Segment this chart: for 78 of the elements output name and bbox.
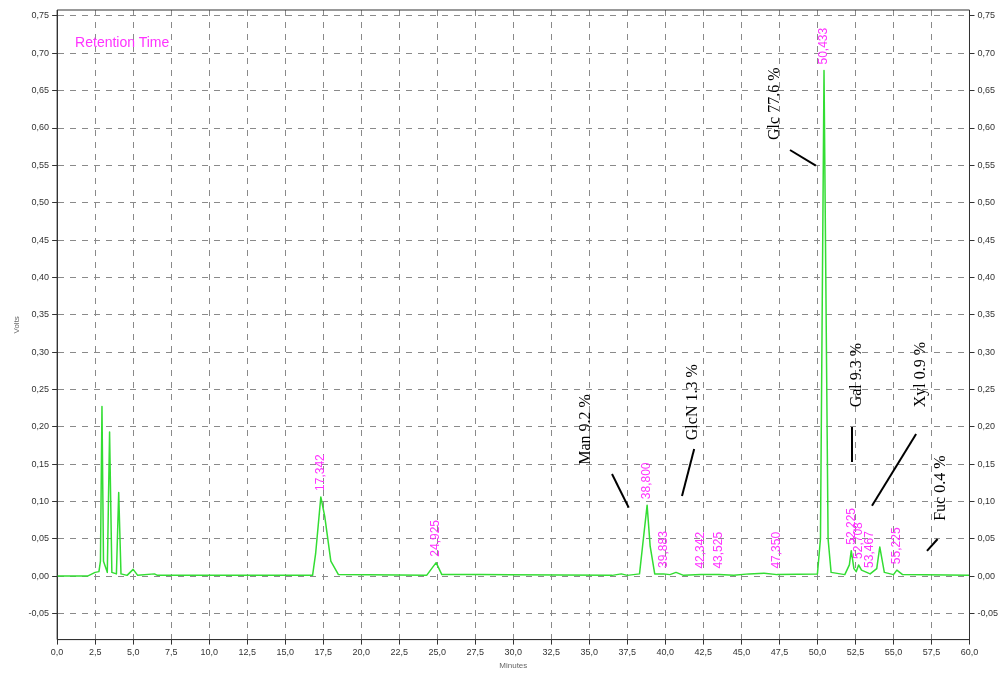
y2-tick-label: 0,45 — [977, 234, 996, 245]
y-tick-label: 0,45 — [31, 234, 50, 245]
y-axis-title: Volts — [12, 316, 21, 334]
y2-tick-label: 0,25 — [977, 383, 996, 394]
y2-tick-label: 0,10 — [977, 495, 996, 506]
x-tick-label: 37,5 — [618, 647, 637, 658]
annotation: 39,883 — [655, 530, 670, 568]
y2-tick-label: 0,65 — [977, 85, 996, 96]
y-tick-label: 0,10 — [31, 495, 50, 506]
x-tick-label: 22,5 — [390, 647, 409, 658]
annotation: 55,225 — [889, 527, 904, 565]
annotation: 50,433 — [816, 27, 831, 65]
y2-tick-label: 0,55 — [977, 159, 996, 170]
y2-tick-label: 0,60 — [977, 122, 996, 133]
y2-tick-label: 0,75 — [977, 10, 996, 21]
annotation: Retention Time — [75, 33, 170, 50]
x-tick-label: 42,5 — [694, 647, 713, 658]
x-tick-label: 25,0 — [428, 647, 447, 658]
y-tick-label: 0,00 — [31, 570, 50, 581]
y-tick-label: 0,60 — [31, 122, 50, 133]
x-tick-label: 40,0 — [656, 647, 675, 658]
annotation: Xyl 0.9 % — [911, 342, 930, 408]
y2-tick-label: -0,05 — [977, 607, 998, 618]
annotation: GlcN 1.3 % — [682, 364, 700, 441]
annotation: 17,342 — [313, 453, 328, 491]
y2-tick-label: 0,05 — [977, 533, 996, 544]
y2-tick-label: 0,30 — [977, 346, 996, 357]
annotation: Fuc 0.4 % — [930, 455, 948, 521]
x-tick-label: 15,0 — [276, 647, 294, 658]
x-tick-label: 60,0 — [960, 647, 979, 658]
x-tick-label: 30,0 — [504, 647, 523, 658]
y-tick-label: 0,55 — [31, 159, 50, 170]
y2-tick-label: 0,40 — [977, 271, 996, 282]
x-tick-label: 17,5 — [314, 647, 332, 658]
x-tick-label: 20,0 — [352, 647, 370, 658]
annotation: 38,800 — [639, 462, 654, 500]
x-tick-label: 35,0 — [580, 647, 599, 658]
y-tick-label: 0,35 — [31, 309, 50, 320]
x-tick-label: 55,0 — [884, 647, 903, 658]
x-tick-label: 5,0 — [126, 647, 140, 658]
x-tick-label: 7,5 — [164, 647, 178, 658]
x-tick-label: 52,5 — [846, 647, 865, 658]
y2-tick-label: 0,20 — [977, 421, 996, 432]
x-tick-label: 32,5 — [542, 647, 561, 658]
x-tick-label: 57,5 — [922, 647, 941, 658]
x-tick-label: 0,0 — [50, 647, 64, 658]
x-tick-label: 45,0 — [732, 647, 751, 658]
annotation: Gal 9.3 % — [847, 342, 865, 408]
annotation: 43,525 — [711, 531, 726, 569]
y-tick-label: 0,50 — [31, 197, 50, 208]
y2-tick-label: 0,00 — [977, 570, 996, 581]
y-tick-label: -0,05 — [28, 607, 50, 618]
x-tick-label: 47,5 — [770, 647, 789, 658]
y2-tick-label: 0,35 — [977, 309, 996, 320]
x-tick-label: 2,5 — [88, 647, 102, 658]
annotation: 53,467 — [862, 530, 877, 568]
y-tick-label: 0,65 — [31, 85, 50, 96]
annotation: Man 9.2 % — [576, 394, 594, 465]
y-tick-label: 0,75 — [31, 10, 50, 21]
y-tick-label: 0,25 — [31, 383, 50, 394]
x-tick-label: 50,0 — [808, 647, 827, 658]
y-tick-label: 0,70 — [31, 47, 50, 58]
y-tick-label: 0,40 — [31, 271, 50, 282]
annotation: Glc 77.6 % — [765, 67, 783, 140]
x-tick-label: 12,5 — [238, 647, 256, 658]
annotation: 24,925 — [428, 519, 443, 557]
x-tick-label: 10,0 — [200, 647, 218, 658]
y-tick-label: 0,05 — [31, 533, 50, 544]
y2-tick-label: 0,50 — [977, 197, 996, 208]
y-tick-label: 0,20 — [31, 421, 50, 432]
y2-tick-label: 0,70 — [977, 47, 996, 58]
y-tick-label: 0,30 — [31, 346, 50, 357]
x-axis-title: Minutes — [499, 661, 528, 671]
y-tick-label: 0,15 — [31, 458, 50, 469]
annotation: 47,350 — [769, 531, 784, 569]
x-tick-label: 27,5 — [466, 647, 485, 658]
annotation: 42,342 — [693, 531, 708, 569]
y2-tick-label: 0,15 — [977, 458, 996, 469]
